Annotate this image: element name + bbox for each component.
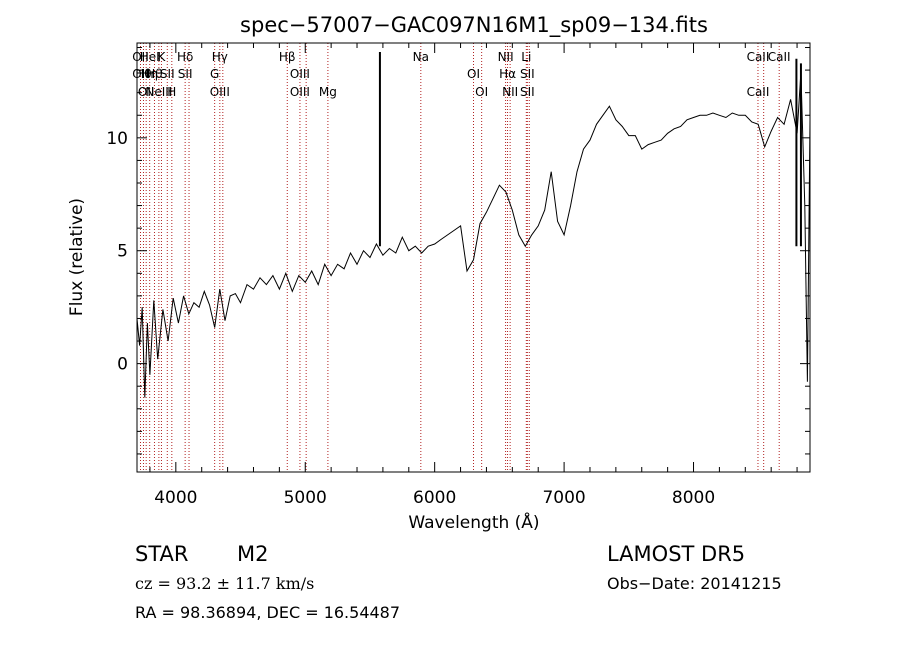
survey-name: LAMOST DR5 xyxy=(607,542,745,566)
object-subclass: M2 xyxy=(237,542,268,566)
observation-date: Obs−Date: 20141215 xyxy=(607,574,782,593)
line-label: Na xyxy=(413,50,429,64)
line-label: CaII xyxy=(747,50,770,64)
x-tick-label: 5000 xyxy=(284,488,327,508)
line-label: K xyxy=(158,50,167,64)
coordinates: RA = 98.36894, DEC = 16.54487 xyxy=(135,603,400,622)
y-tick-label: 0 xyxy=(117,355,128,375)
line-label: OI xyxy=(475,85,488,99)
spectral-line-markers xyxy=(139,43,780,472)
y-tick-label: 5 xyxy=(117,242,128,262)
line-label: OII xyxy=(138,85,155,99)
line-label: CaII xyxy=(747,85,770,99)
line-label: Hβ xyxy=(279,50,296,64)
redshift-cz: cz = 93.2 ± 11.7 km/s xyxy=(135,574,314,593)
line-label: Mg xyxy=(319,85,337,99)
line-label: NeIII xyxy=(145,85,172,99)
line-label: SII xyxy=(520,85,535,99)
object-class: STAR xyxy=(135,542,188,566)
y-tick-label: 10 xyxy=(106,129,128,149)
line-label: Hα xyxy=(499,67,516,81)
line-label: CaII xyxy=(768,50,791,64)
line-label: H xyxy=(167,85,176,99)
line-label: Li xyxy=(521,50,531,64)
x-tick-label: 4000 xyxy=(154,488,197,508)
spectrum-series xyxy=(136,72,811,398)
line-label: OIII xyxy=(290,67,310,81)
line-label: OIII xyxy=(290,85,310,99)
axis-ticks: 4000 5000 6000 7000 8000 0 5 10 xyxy=(106,43,810,508)
line-label: OI xyxy=(467,67,480,81)
chart-title: spec−57007−GAC097N16M1_sp09−134.fits xyxy=(240,13,708,38)
x-axis-label: Wavelength (Å) xyxy=(408,511,539,533)
y-axis-label: Flux (relative) xyxy=(67,198,87,316)
line-label: Hη xyxy=(141,67,158,81)
x-tick-label: 8000 xyxy=(672,488,715,508)
line-label: SII xyxy=(160,67,175,81)
line-label: OII xyxy=(132,67,149,81)
line-label: SII xyxy=(178,67,193,81)
x-tick-label: 6000 xyxy=(413,488,456,508)
line-label: OIII xyxy=(210,85,230,99)
sky-line-spikes xyxy=(378,52,802,247)
line-label: OII xyxy=(132,50,149,64)
line-label: HeI xyxy=(140,50,160,64)
line-label: NII xyxy=(498,50,514,64)
line-label: Hδ xyxy=(177,50,193,64)
line-label: G xyxy=(210,67,219,81)
line-label: NII xyxy=(502,85,518,99)
x-tick-label: 7000 xyxy=(542,488,585,508)
line-label: Hθ xyxy=(146,67,162,81)
line-label: SII xyxy=(520,67,535,81)
line-label: Hγ xyxy=(212,50,228,64)
plot-frame xyxy=(136,42,811,473)
